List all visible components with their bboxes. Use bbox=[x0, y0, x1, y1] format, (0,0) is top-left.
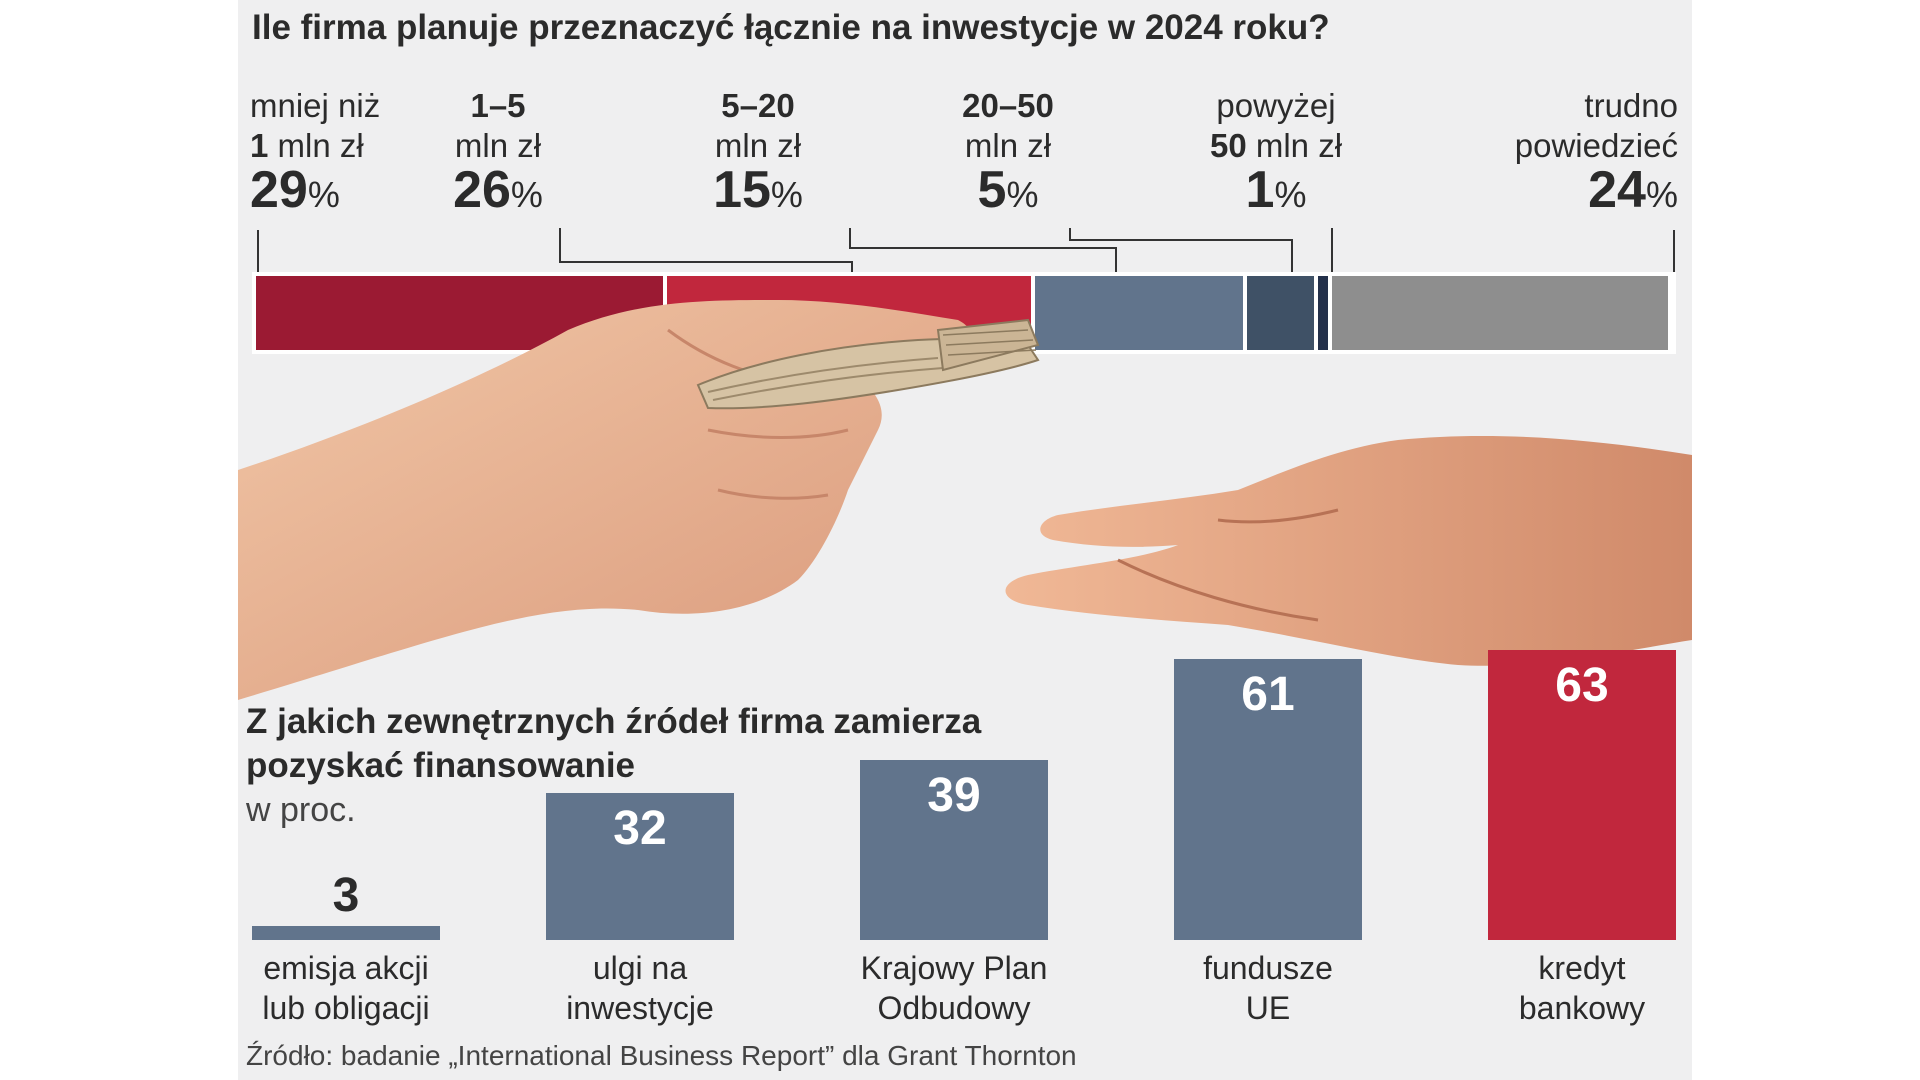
bottom-chart-unit: w proc. bbox=[246, 791, 356, 829]
column-value-label: 63 bbox=[1555, 659, 1609, 712]
infographic-panel: Ile firma planuje przeznaczyć łącznie na… bbox=[238, 0, 1692, 1080]
column-value-label: 3 bbox=[332, 869, 360, 923]
segment-label-line1: 20–50 bbox=[962, 87, 1054, 124]
segment-percent: 29% bbox=[250, 161, 340, 219]
source-note: Źródło: badanie „International Business … bbox=[246, 1040, 1077, 1071]
segment-label-gt50: powyżej 50 mln zł 1% bbox=[1156, 86, 1396, 223]
segment-label-line1: powyżej bbox=[1216, 87, 1336, 124]
segment-label-line1: trudno bbox=[1584, 87, 1678, 124]
stacked-segment-6 bbox=[1332, 276, 1668, 350]
column-category-label: ulgi na inwestycje bbox=[566, 950, 714, 1026]
hands-money-illustration bbox=[238, 300, 1692, 700]
column-value-label: 61 bbox=[1241, 668, 1295, 722]
stacked-segment-4 bbox=[1247, 276, 1314, 350]
segment-label-hard-to-say: trudno powiedzieć 24% bbox=[1408, 86, 1678, 223]
segment-label-line1: mniej niż bbox=[250, 87, 381, 124]
segment-label-line2: mln zł bbox=[714, 127, 802, 164]
bottom-chart-title: Z jakich zewnętrznych źródeł firma zamie… bbox=[246, 700, 981, 832]
segment-percent: 15% bbox=[713, 161, 803, 219]
column-value-label: 39 bbox=[927, 769, 981, 823]
segment-percent: 5% bbox=[977, 161, 1039, 219]
stacked-segment-3 bbox=[1034, 276, 1244, 350]
column-bar-1 bbox=[252, 926, 440, 940]
segment-percent: 26% bbox=[453, 161, 543, 219]
segment-label-1-5: 1–5 mln zł 26% bbox=[378, 86, 618, 223]
column-bar-4 bbox=[1174, 659, 1362, 940]
bottom-title-line2: pozyskać finansowanie bbox=[246, 746, 636, 785]
right-hand-shape bbox=[1005, 435, 1692, 666]
segment-label-line2: 50 mln zł bbox=[1209, 127, 1343, 164]
banknote-bundle bbox=[696, 318, 1040, 410]
column-bar-2 bbox=[546, 792, 734, 940]
bottom-title-line1: Z jakich zewnętrznych źródeł firma zamie… bbox=[246, 702, 982, 741]
segment-label-lt1: mniej niż 1 mln zł 29% bbox=[250, 86, 470, 223]
column-bar-3 bbox=[860, 760, 1048, 940]
column-category-label: fundusze UE bbox=[1203, 950, 1333, 1026]
segment-label-line1: 5–20 bbox=[721, 87, 795, 124]
segment-percent: 1% bbox=[1245, 161, 1307, 219]
segment-label-line2: powiedzieć bbox=[1514, 127, 1678, 164]
segment-label-line2: 1 mln zł bbox=[250, 127, 364, 164]
segment-label-5-20: 5–20 mln zł 15% bbox=[638, 86, 878, 223]
segment-percent: 24% bbox=[1588, 161, 1678, 219]
column-category-label: emisja akcji lub obligacji bbox=[262, 950, 430, 1026]
segment-label-line2: mln zł bbox=[454, 127, 542, 164]
top-chart-title: Ile firma planuje przeznaczyć łącznie na… bbox=[252, 8, 1330, 47]
column-bar-5 bbox=[1488, 650, 1676, 940]
segment-leader-lines bbox=[257, 228, 1675, 272]
column-category-label: kredyt bankowy bbox=[1518, 950, 1646, 1026]
segment-label-line1: 1–5 bbox=[470, 87, 526, 124]
segment-label-20-50: 20–50 mln zł 5% bbox=[888, 86, 1128, 223]
stacked-segment-5 bbox=[1318, 276, 1329, 350]
column-category-label: Krajowy Plan Odbudowy bbox=[860, 950, 1048, 1026]
segment-label-line2: mln zł bbox=[964, 127, 1052, 164]
column-value-label: 32 bbox=[613, 801, 667, 855]
